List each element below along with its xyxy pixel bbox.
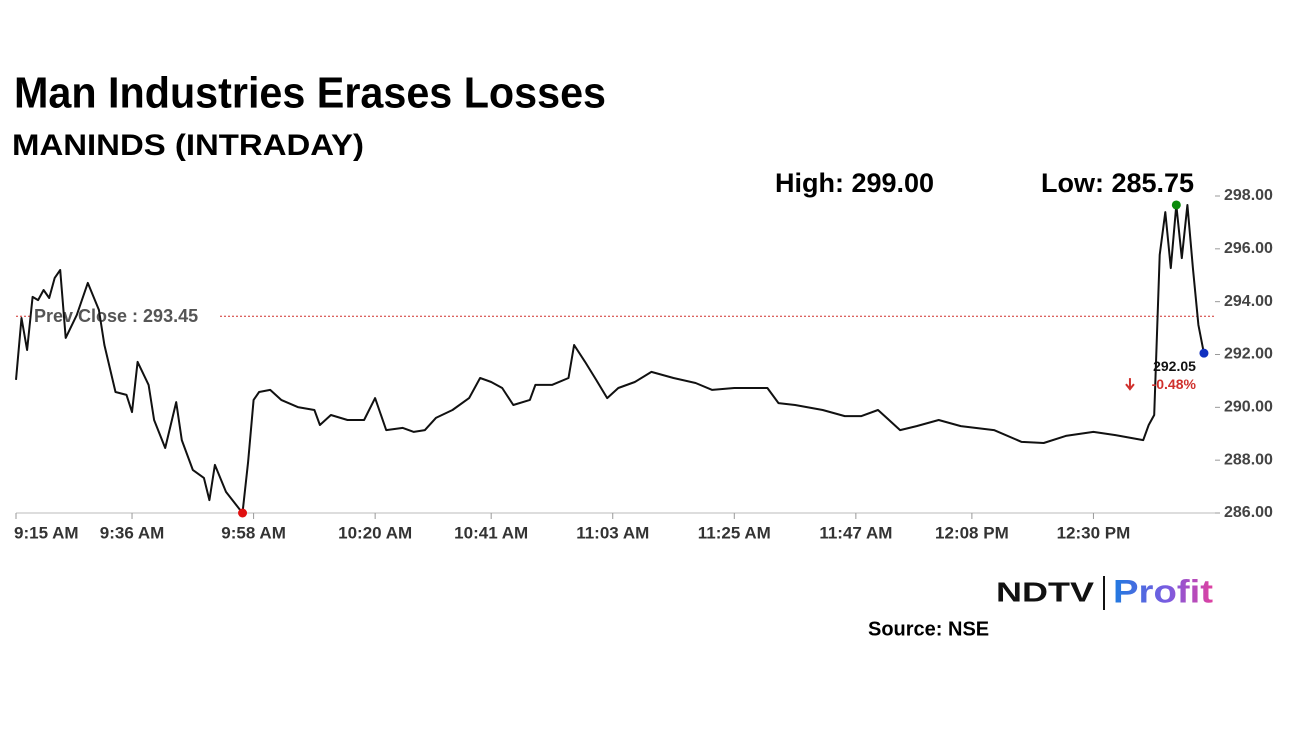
chart-title: Man Industries Erases Losses [14,69,606,118]
x-tick-label: 9:15 AM [14,523,79,542]
last-marker [1199,348,1209,358]
low-marker [238,508,248,518]
down-arrow [1125,378,1135,391]
logo: NDTV [996,576,1094,607]
y-tick-label: 298.00 [1224,187,1273,204]
y-tick-label: 296.00 [1224,240,1273,257]
x-tick-label: 12:30 PM [1057,523,1131,542]
low-annotation: Low: 285.75 [1041,168,1194,198]
x-tick-label: 12:08 PM [935,523,1009,542]
y-tick-label: 288.00 [1224,451,1273,468]
high-annotation: High: 299.00 [775,168,934,198]
logo-product: Profit [1113,573,1213,609]
y-tick-label: 286.00 [1224,504,1273,521]
change-label: -0.48% [1152,376,1197,392]
x-tick-label: 11:25 AM [698,523,771,542]
high-marker [1171,200,1181,210]
x-tick-label: 11:47 AM [819,523,892,542]
last-value-label: 292.05 [1153,358,1196,374]
y-tick-label: 292.00 [1224,346,1273,363]
y-tick-label: 294.00 [1224,293,1273,310]
chart-subtitle: MANINDS (INTRADAY) [12,129,364,162]
y-tick-label: 290.00 [1224,399,1273,416]
x-tick-label: 9:36 AM [100,523,165,542]
prev-close-label: Prev Close : 293.45 [34,306,198,326]
x-tick-label: 9:58 AM [221,523,286,542]
x-tick-label: 10:41 AM [454,523,528,542]
plot-area: 286.00 288.00 290.00 292.00 294.00 296.00 298.… [14,187,1273,542]
x-tick-label: 11:03 AM [576,523,649,542]
x-tick-label: 10:20 AM [338,523,412,542]
price-line [15,204,1205,514]
source: Source: NSE [868,618,989,640]
